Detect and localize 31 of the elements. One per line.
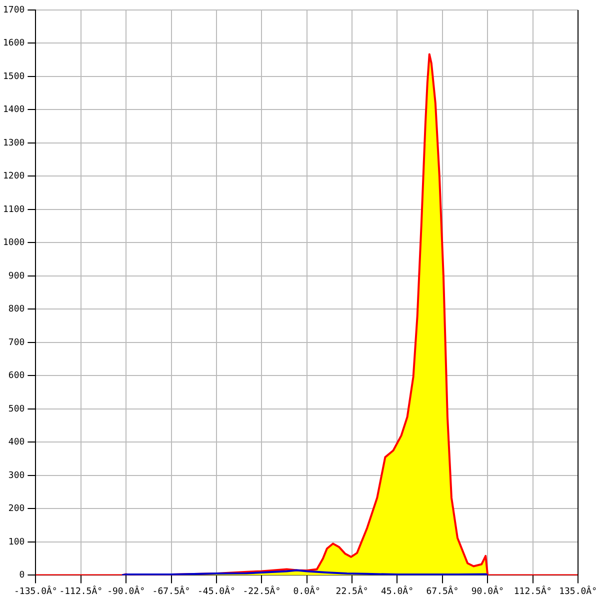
y-tick-label: 1200 [2, 172, 25, 182]
x-tick-label: 135.0Â° [559, 584, 598, 597]
x-tick-label: 45.0Â° [380, 584, 414, 597]
y-tick-label: 1400 [2, 105, 25, 116]
y-tick-label: 0 [19, 570, 25, 581]
y-tick-label: 1600 [2, 38, 25, 49]
y-tick-label: 1700 [2, 5, 25, 16]
x-tick-label: -112.5Â° [59, 584, 103, 597]
y-tick-label: 200 [8, 504, 25, 514]
y-tick-label: 800 [8, 304, 25, 315]
x-tick-label: -67.5Â° [152, 584, 190, 597]
x-tick-label: 22.5Â° [336, 584, 368, 597]
x-tick-label: 67.5Â° [426, 584, 459, 597]
x-tick-label: 90.0Â° [471, 584, 504, 597]
y-tick-label: 900 [8, 271, 25, 282]
x-tick-label: 112.5Â° [514, 584, 552, 597]
y-tick-label: 300 [8, 470, 25, 481]
y-tick-label: 1500 [2, 72, 25, 82]
y-tick-label: 700 [8, 338, 25, 348]
x-tick-label: 0.0Â° [293, 584, 320, 597]
y-tick-label: 1100 [2, 204, 25, 215]
y-tick-label: 600 [8, 371, 25, 382]
y-tick-label: 500 [8, 404, 25, 414]
x-tick-label: -22.5Â° [242, 584, 281, 597]
y-tick-label: 100 [8, 537, 25, 548]
y-tick-label: 400 [8, 438, 25, 448]
x-tick-label: -45.0Â° [197, 584, 236, 597]
x-tick-label: -90.0Â° [107, 584, 146, 597]
x-tick-label: -135.0Â° [14, 584, 58, 597]
y-tick-label: 1300 [2, 138, 25, 148]
y-tick-label: 1000 [2, 238, 25, 248]
